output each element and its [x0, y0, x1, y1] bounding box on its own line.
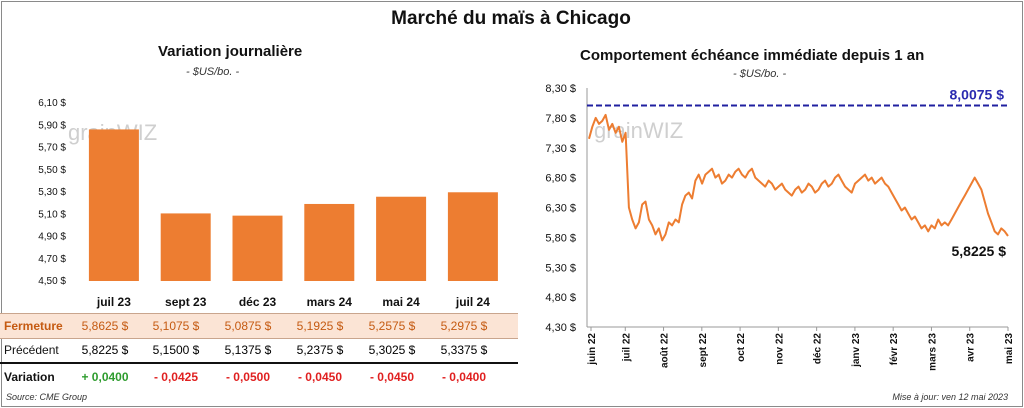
bar — [447, 192, 498, 281]
bar-y-tick-label: 4,50 $ — [38, 276, 66, 287]
close-cell: 5,1075 $ — [152, 319, 200, 333]
bar — [160, 213, 211, 281]
line-x-tick-label: sept 22 — [698, 333, 709, 368]
bar-y-tick-label: 4,70 $ — [38, 254, 66, 265]
line-x-tick-label: déc 22 — [813, 333, 824, 365]
close-label: Fermeture — [4, 319, 63, 333]
line-x-tick-label: mai 23 — [1004, 333, 1015, 365]
line-x-tick-label: avr 23 — [966, 333, 977, 362]
bar-category-label: juil 23 — [96, 295, 131, 309]
bar-chart-unit: - $US/bo. - — [186, 66, 240, 78]
line-chart-title: Comportement échéance immédiate depuis 1… — [580, 47, 925, 64]
line-x-tick-label: août 22 — [660, 333, 671, 368]
previous-cell: 5,3025 $ — [368, 343, 416, 357]
bar-category-label: mars 24 — [307, 295, 353, 309]
line-x-tick-label: janv 23 — [851, 333, 862, 368]
update-note: Mise à jour: ven 12 mai 2023 — [892, 392, 1008, 402]
bar-y-tick-label: 5,70 $ — [38, 143, 66, 154]
bar-category-label: juil 24 — [455, 295, 490, 309]
bar-y-tick-label: 4,90 $ — [38, 232, 66, 243]
reference-line-label: 8,0075 $ — [950, 86, 1005, 102]
source-note: Source: CME Group — [6, 392, 88, 402]
table-row-previous: Précédent 5,8225 $ 5,1500 $ 5,1375 $ 5,2… — [0, 338, 518, 364]
close-cell: 5,0875 $ — [224, 319, 272, 333]
variation-cell: + 0,0400 — [81, 370, 129, 384]
line-y-tick-label: 4,30 $ — [545, 322, 576, 334]
previous-cell: 5,8225 $ — [81, 343, 129, 357]
table-row-close: Fermeture 5,8625 $ 5,1075 $ 5,0875 $ 5,1… — [0, 313, 518, 339]
line-x-tick-label: nov 22 — [774, 333, 785, 365]
line-x-tick-label: juil 22 — [621, 333, 632, 363]
line-y-tick-label: 6,30 $ — [545, 203, 576, 215]
bar-category-label: sept 23 — [165, 295, 207, 309]
bar — [304, 203, 355, 281]
close-cell: 5,8625 $ — [81, 319, 129, 333]
bar-y-tick-label: 6,10 $ — [38, 98, 66, 109]
previous-cell: 5,1375 $ — [224, 343, 272, 357]
previous-label: Précédent — [4, 343, 59, 357]
line-x-tick-label: févr 23 — [889, 333, 900, 366]
last-price-label: 5,8225 $ — [952, 243, 1007, 259]
variation-cell: - 0,0450 — [297, 370, 343, 384]
variation-cell: - 0,0500 — [225, 370, 271, 384]
line-y-tick-label: 8,30 $ — [545, 83, 576, 95]
bar — [376, 196, 427, 281]
line-x-tick-label: oct 22 — [736, 333, 747, 362]
line-chart-unit: - $US/bo. - — [733, 68, 787, 80]
variation-cell: - 0,0450 — [369, 370, 415, 384]
bar — [88, 129, 139, 281]
previous-cell: 5,2375 $ — [296, 343, 344, 357]
line-y-tick-label: 7,30 $ — [545, 143, 576, 155]
table-row-variation: Variation + 0,0400 - 0,0425 - 0,0500 - 0… — [0, 365, 518, 389]
price-table: Fermeture 5,8625 $ 5,1075 $ 5,0875 $ 5,1… — [0, 311, 520, 391]
bar-y-tick-label: 5,50 $ — [38, 165, 66, 176]
previous-cell: 5,3375 $ — [440, 343, 488, 357]
variation-cell: - 0,0425 — [153, 370, 199, 384]
line-x-tick-label: juin 22 — [587, 333, 598, 366]
bar-chart-title: Variation journalière — [158, 43, 303, 60]
line-y-tick-label: 4,80 $ — [545, 292, 576, 304]
previous-cell: 5,1500 $ — [152, 343, 200, 357]
line-y-tick-label: 7,80 $ — [545, 113, 576, 125]
line-x-tick-label: mars 23 — [927, 333, 938, 371]
bar-category-label: mai 24 — [382, 295, 420, 309]
main-title: Marché du maïs à Chicago — [391, 8, 631, 29]
close-cell: 5,2975 $ — [440, 319, 488, 333]
bar-y-tick-label: 5,90 $ — [38, 120, 66, 131]
price-series-line — [588, 113, 1009, 242]
bar — [232, 215, 283, 281]
bar-y-tick-label: 5,30 $ — [38, 187, 66, 198]
line-y-tick-label: 6,80 $ — [545, 173, 576, 185]
close-cell: 5,2575 $ — [368, 319, 416, 333]
line-y-tick-label: 5,30 $ — [545, 262, 576, 274]
close-cell: 5,1925 $ — [296, 319, 344, 333]
variation-cell: - 0,0400 — [441, 370, 487, 384]
bar-category-label: déc 23 — [239, 295, 277, 309]
bar-y-tick-label: 5,10 $ — [38, 209, 66, 220]
line-y-tick-label: 5,80 $ — [545, 232, 576, 244]
variation-label: Variation — [4, 370, 55, 384]
